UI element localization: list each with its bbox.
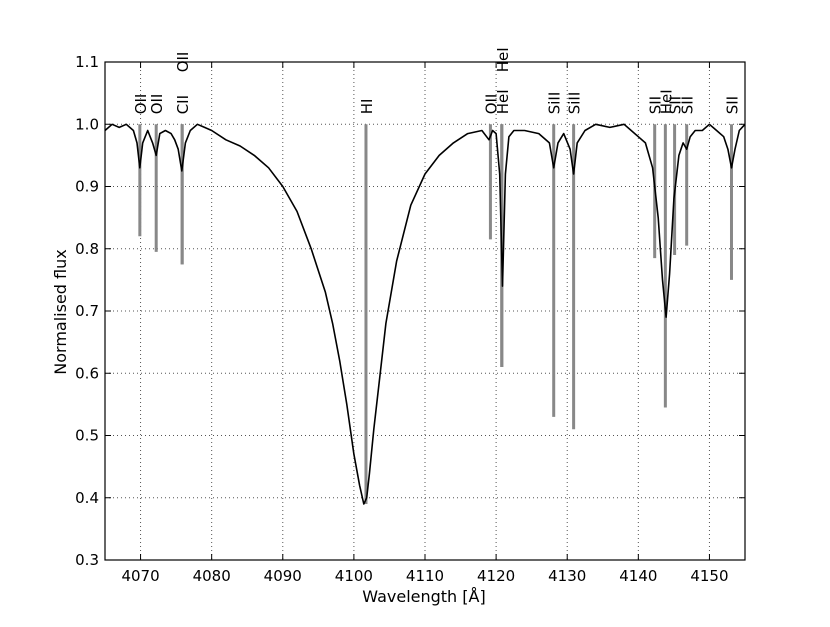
line-marker-layer <box>138 124 733 504</box>
x-tick-label: 4090 <box>264 567 302 585</box>
line-label-oii: OII <box>174 52 192 73</box>
line-label-hei: HeI <box>494 89 512 114</box>
grid-layer <box>105 61 745 561</box>
x-tick-label: 4080 <box>193 567 231 585</box>
x-tick-label: 4130 <box>548 567 586 585</box>
line-label-hi: HI <box>358 99 376 115</box>
x-tick-label: 4150 <box>690 567 728 585</box>
x-tick-label: 4100 <box>335 567 373 585</box>
axes-layer <box>104 61 746 561</box>
y-tick-label: 0.9 <box>75 178 99 196</box>
line-label-hei: HeI <box>494 47 512 72</box>
line-label-sii: SII <box>679 96 697 114</box>
line-label-cii: CII <box>174 95 192 114</box>
y-tick-label: 0.8 <box>75 240 99 258</box>
line-label-oii: OII <box>482 94 500 115</box>
y-tick-label: 0.6 <box>75 364 99 382</box>
plot-frame <box>104 61 746 561</box>
y-tick-label: 1.0 <box>75 115 99 133</box>
line-label-sii: SII <box>724 96 742 114</box>
y-tick-label: 0.3 <box>75 551 99 569</box>
y-tick-label: 1.1 <box>75 53 99 71</box>
line-label-oii: OII <box>132 94 150 115</box>
line-label-siii: SiII <box>566 92 584 115</box>
spectrum-line <box>104 123 746 505</box>
series-layer <box>104 123 746 505</box>
x-tick-label: 4070 <box>121 567 159 585</box>
x-axis-label: Wavelength [Å] <box>362 587 485 606</box>
y-tick-label: 0.7 <box>75 302 99 320</box>
tick-label-layer: 4070 4080 4090 4100 4110 4120 4130 4140 4150 0.3 0… <box>75 53 728 585</box>
line-label-sii: SII <box>647 96 665 114</box>
line-label-oii: OII <box>148 94 166 115</box>
line-label-sii: SII <box>667 96 685 114</box>
x-tick-label: 4110 <box>406 567 444 585</box>
y-tick-label: 0.5 <box>75 427 99 445</box>
x-tick-label: 4140 <box>619 567 657 585</box>
line-label-hei: HeI <box>657 89 675 114</box>
x-tick-label: 4120 <box>477 567 515 585</box>
y-tick-label: 0.4 <box>75 489 99 507</box>
y-axis-label: Normalised flux <box>51 249 70 374</box>
line-label-siii: SiII <box>546 92 564 115</box>
